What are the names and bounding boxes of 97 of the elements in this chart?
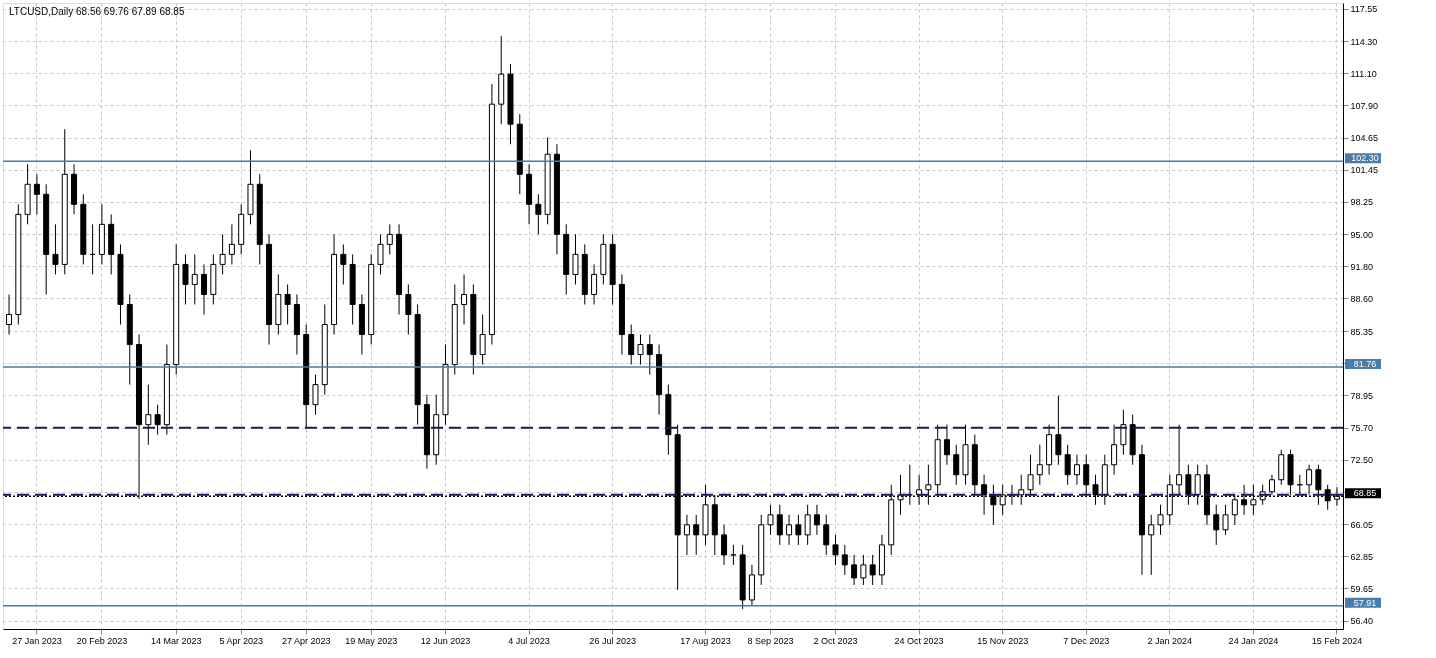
- candlestick: [813, 504, 820, 536]
- candlestick: [1148, 514, 1155, 576]
- candlestick: [1157, 504, 1164, 536]
- candlestick: [1064, 444, 1071, 486]
- candlestick: [219, 233, 226, 275]
- candlestick: [1222, 504, 1229, 536]
- candlestick: [637, 334, 644, 366]
- y-tick-label: 72.50: [1350, 455, 1374, 466]
- x-tick-label: 14 Mar 2023: [150, 635, 202, 646]
- x-tick-label: 15 Nov 2023: [977, 635, 1029, 646]
- candlestick: [182, 253, 189, 305]
- ref-line-label: 102.30: [1351, 153, 1379, 164]
- y-tick-label: 85.35: [1350, 326, 1374, 337]
- x-tick-label: 12 Jun 2023: [420, 635, 471, 646]
- candlestick: [851, 554, 858, 586]
- y-tick-label: 78.95: [1350, 390, 1374, 401]
- candlestick: [284, 283, 291, 326]
- y-tick-label: 98.25: [1350, 197, 1374, 208]
- y-tick-label: 95.00: [1350, 229, 1374, 240]
- y-tick-label: 91.80: [1350, 261, 1374, 272]
- candlestick: [1036, 444, 1043, 486]
- x-tick-label: 24 Oct 2023: [894, 635, 944, 646]
- y-tick-label: 66.05: [1350, 519, 1374, 530]
- candlestick: [823, 514, 830, 556]
- candlestick: [154, 404, 161, 436]
- candlestick: [1111, 424, 1118, 476]
- candlestick: [461, 273, 468, 326]
- candlestick: [405, 283, 412, 336]
- x-tick-label: 27 Jan 2023: [12, 635, 62, 646]
- x-tick-label: 27 Apr 2023: [281, 635, 331, 646]
- candlestick: [1055, 395, 1062, 466]
- candlestick: [191, 253, 198, 305]
- y-tick-label: 62.85: [1350, 551, 1374, 562]
- x-tick-label: 4 Jul 2023: [508, 635, 550, 646]
- x-tick-label: 5 Apr 2023: [219, 635, 263, 646]
- x-tick-label: 26 Jul 2023: [589, 635, 636, 646]
- candlestick: [1268, 474, 1275, 496]
- candlestick: [804, 504, 811, 546]
- candlestick: [1176, 424, 1183, 496]
- candlestick: [953, 444, 960, 486]
- candlestick: [869, 554, 876, 586]
- candlestick: [628, 324, 635, 366]
- x-tick-label: 15 Feb 2024: [1311, 635, 1363, 646]
- candlestick: [572, 233, 579, 285]
- x-tick-label: 2 Jan 2024: [1147, 635, 1193, 646]
- y-tick-label: 59.65: [1350, 583, 1374, 594]
- y-tick-label: 114.30: [1350, 36, 1378, 47]
- candlestick: [312, 374, 319, 416]
- candlestick: [386, 223, 393, 255]
- candlestick: [591, 263, 598, 305]
- candlestick: [1073, 454, 1080, 486]
- y-tick-label: 101.45: [1350, 165, 1379, 176]
- candlestick: [33, 173, 40, 215]
- candlestick: [693, 514, 700, 556]
- candlestick: [1120, 409, 1127, 456]
- chart-title: LTCUSD,Daily 68.56 69.76 67.89 68.85: [9, 6, 185, 17]
- candlestick: [340, 243, 347, 285]
- x-tick-label: 19 May 2023: [345, 635, 398, 646]
- ref-line-label: 68.85: [1353, 488, 1377, 499]
- y-tick-label: 111.10: [1350, 68, 1377, 79]
- ref-line-label: 81.76: [1353, 358, 1377, 369]
- candlestick: [535, 193, 542, 235]
- candlestick: [832, 534, 839, 566]
- candlestick: [1083, 454, 1090, 496]
- candlestick: [943, 424, 950, 466]
- ref-line-label: 57.91: [1353, 597, 1377, 608]
- candlestick: [145, 384, 152, 446]
- candlestick: [767, 504, 774, 536]
- y-tick-label: 117.55: [1350, 4, 1378, 15]
- y-tick-label: 56.40: [1350, 616, 1374, 627]
- candlestick: [786, 514, 793, 546]
- candlestick: [228, 223, 235, 265]
- candlestick: [52, 223, 59, 275]
- y-tick-label: 75.70: [1350, 423, 1374, 434]
- candlestick: [841, 544, 848, 576]
- x-tick-label: 7 Dec 2023: [1063, 635, 1110, 646]
- x-tick-label: 24 Jan 2024: [1228, 635, 1279, 646]
- candlestick: [860, 554, 867, 586]
- y-tick-label: 88.60: [1350, 293, 1374, 304]
- x-tick-label: 2 Oct 2023: [813, 635, 858, 646]
- x-tick-label: 20 Feb 2023: [76, 635, 128, 646]
- candlestick: [730, 544, 737, 566]
- x-tick-label: 17 Aug 2023: [680, 635, 731, 646]
- x-tick-label: 8 Sep 2023: [747, 635, 794, 646]
- candlestick: [721, 524, 728, 566]
- candlestick: [776, 504, 783, 546]
- candlestick: [795, 514, 802, 546]
- candlestick: [1213, 504, 1220, 546]
- candlestick: [646, 334, 653, 376]
- y-tick-label: 107.90: [1350, 100, 1379, 111]
- candlestick: [201, 263, 208, 315]
- candlestick: [1027, 454, 1034, 496]
- candlestick: [377, 233, 384, 275]
- candlestick: [683, 514, 690, 556]
- candlestick: [479, 314, 486, 366]
- candlestick: [6, 293, 13, 336]
- y-tick-label: 104.65: [1350, 133, 1379, 144]
